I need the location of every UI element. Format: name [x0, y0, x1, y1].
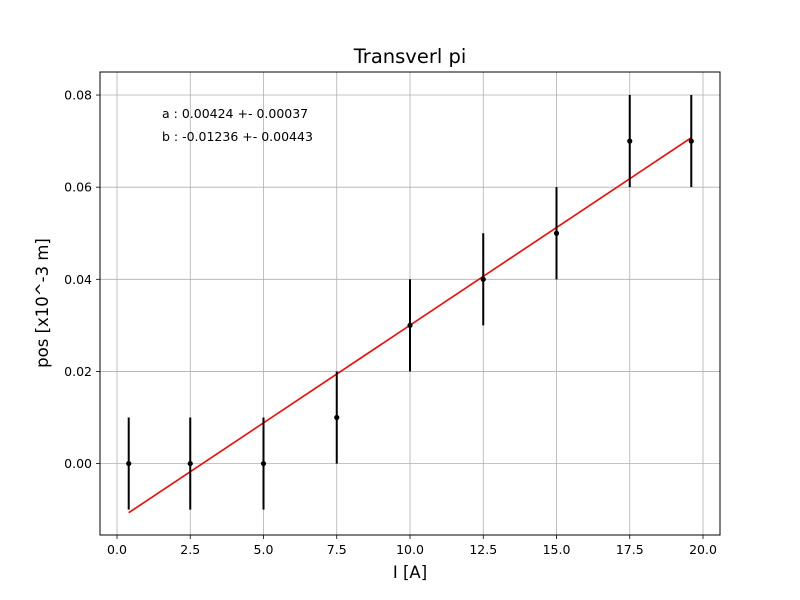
y-tick-label: 0.08: [64, 88, 92, 103]
fit-param-a-annotation: a : 0.00424 +- 0.00037: [162, 106, 308, 121]
x-tick-label: 7.5: [327, 542, 347, 557]
x-tick-label: 15.0: [543, 542, 571, 557]
data-point: [407, 322, 413, 328]
x-tick-label: 17.5: [616, 542, 644, 557]
data-point: [480, 276, 486, 282]
y-axis-label: pos [x10^-3 m]: [33, 238, 52, 368]
data-point: [688, 138, 694, 144]
x-tick-label: 5.0: [254, 542, 274, 557]
x-axis-label: I [A]: [393, 563, 427, 582]
x-tick-label: 20.0: [689, 542, 717, 557]
data-point: [187, 460, 193, 467]
x-tick-label: 0.0: [107, 542, 127, 557]
y-tick-label: 0.06: [64, 180, 92, 195]
y-tick-label: 0.04: [64, 272, 92, 287]
plot-data: [126, 95, 694, 514]
axis-ticks: 0.0 2.5 5.0 7.5 10.0 12.5 15.0 17.5 20.0 0.00 0.02…: [64, 88, 717, 557]
chart-title: Transverl pi: [353, 45, 467, 68]
fit-param-b-annotation: b : -0.01236 +- 0.00443: [162, 129, 313, 144]
data-point: [627, 138, 633, 144]
data-point: [553, 230, 560, 236]
x-tick-label: 12.5: [469, 542, 497, 557]
data-point: [260, 460, 267, 467]
y-tick-label: 0.00: [64, 456, 92, 471]
data-point: [126, 460, 132, 467]
x-tick-label: 10.0: [396, 542, 424, 557]
y-tick-label: 0.02: [64, 364, 92, 379]
x-tick-label: 2.5: [180, 542, 200, 557]
data-point: [334, 414, 340, 421]
